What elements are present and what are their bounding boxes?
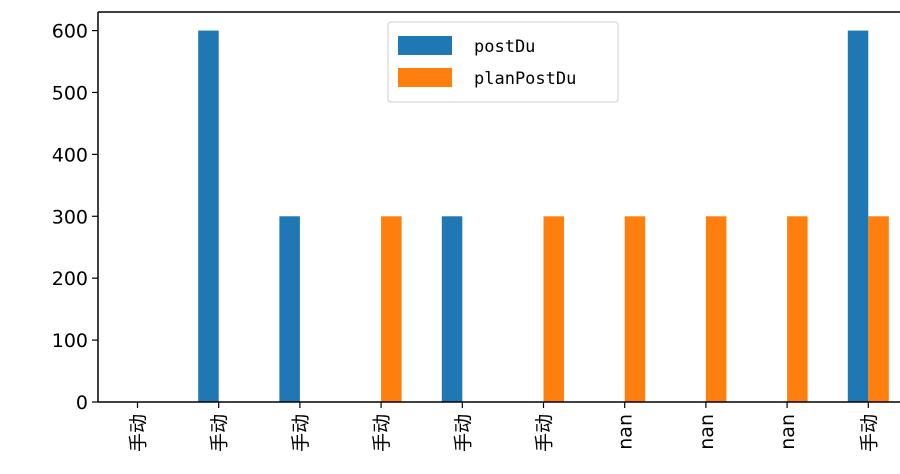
bar-postDu-4 bbox=[441, 216, 463, 402]
y-tick-label: 200 bbox=[52, 268, 88, 290]
x-tick-label: nan bbox=[696, 414, 718, 450]
bar-planPostDu-8 bbox=[787, 216, 808, 402]
bars bbox=[198, 30, 889, 402]
legend-swatch-planPostDu bbox=[398, 68, 452, 87]
bar-planPostDu-5 bbox=[543, 216, 564, 402]
legend-label-planPostDu: planPostDu bbox=[474, 69, 576, 89]
y-tick-label: 100 bbox=[52, 330, 88, 352]
y-axis-ticks: 0 100 200 300 400 500 600 bbox=[52, 21, 98, 414]
x-tick-label: 手动 bbox=[290, 414, 312, 452]
axes bbox=[97, 11, 900, 403]
y-tick-label: 300 bbox=[52, 206, 88, 228]
x-tick-label: 手动 bbox=[371, 414, 393, 452]
x-tick-label: nan bbox=[615, 414, 637, 450]
bar-planPostDu-9 bbox=[868, 216, 889, 402]
bar-planPostDu-6 bbox=[624, 216, 646, 402]
y-tick-label: 600 bbox=[52, 21, 88, 43]
y-tick-label: 0 bbox=[76, 392, 88, 414]
legend-box bbox=[387, 21, 619, 103]
bar-postDu-9 bbox=[847, 30, 869, 402]
x-tick-label: nan bbox=[777, 414, 799, 450]
y-tick-label: 500 bbox=[52, 82, 88, 104]
legend-label-postDu: postDu bbox=[474, 37, 535, 57]
x-tick-label: 手动 bbox=[858, 414, 880, 452]
x-tick-label: 手动 bbox=[128, 414, 150, 452]
legend: postDu planPostDu bbox=[387, 21, 619, 103]
y-tick-label: 400 bbox=[52, 144, 88, 166]
bar-planPostDu-7 bbox=[705, 216, 727, 402]
x-axis-ticks: 手动 手动 手动 手动 手动 手动 nan nan nan 手动 bbox=[128, 402, 880, 452]
bar-planPostDu-3 bbox=[381, 216, 402, 402]
bar-postDu-2 bbox=[279, 216, 300, 402]
x-tick-label: 手动 bbox=[534, 414, 556, 452]
legend-swatch-postDu bbox=[398, 36, 452, 55]
bar-postDu-1 bbox=[198, 30, 219, 402]
x-tick-label: 手动 bbox=[209, 414, 231, 452]
x-tick-label: 手动 bbox=[452, 414, 474, 452]
